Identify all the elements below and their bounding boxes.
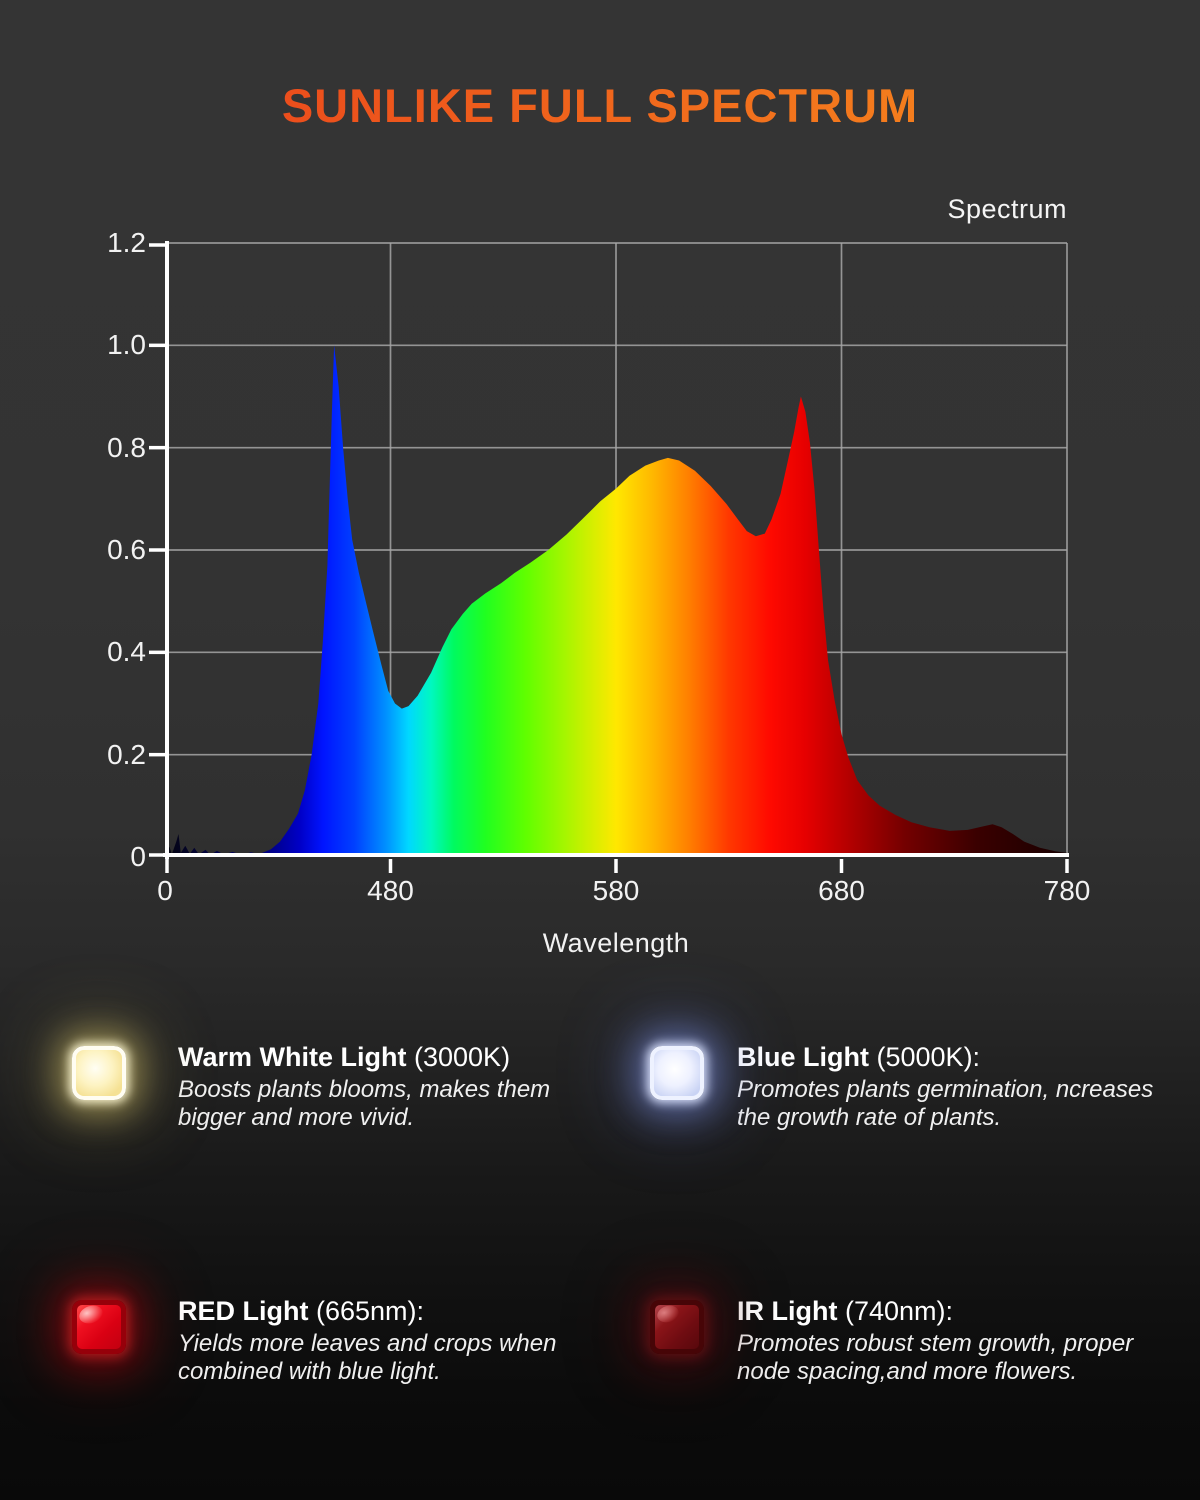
feature-name: Warm White Light [178, 1042, 407, 1072]
chart-legend-label: Spectrum [947, 194, 1067, 224]
page-title: SUNLIKE FULL SPECTRUM [0, 78, 1200, 133]
feature-spec: (5000K): [876, 1042, 981, 1072]
feature-warm-white-light: Warm White Light (3000K) Boosts plants b… [72, 1042, 563, 1133]
spectrum-chart [149, 241, 1069, 873]
feature-name: RED Light [178, 1296, 309, 1326]
feature-name: IR Light [737, 1296, 838, 1326]
x-tick-label: 0 [157, 875, 173, 906]
feature-spec: (3000K) [414, 1042, 511, 1072]
feature-description: Promotes plants germination, ncreases th… [737, 1076, 1154, 1132]
feature-description: Yields more leaves and crops when combin… [178, 1330, 557, 1386]
blue-led-icon [650, 1046, 704, 1100]
ir-led-icon [650, 1300, 704, 1354]
y-tick-label: 0 [130, 841, 146, 872]
feature-name: Blue Light [737, 1042, 869, 1072]
y-tick-label: 0.4 [107, 636, 146, 668]
feature-title: IR Light (740nm): [737, 1296, 1162, 1327]
feature-title: RED Light (665nm): [178, 1296, 563, 1327]
feature-title: Warm White Light (3000K) [178, 1042, 563, 1073]
y-tick-label: 0.6 [107, 534, 146, 565]
x-tick-label: 780 [1043, 875, 1091, 906]
y-tick-label: 0.2 [107, 738, 146, 770]
feature-description: Promotes robust stem growth, proper node… [737, 1330, 1134, 1386]
feature-spec: (665nm): [316, 1296, 425, 1326]
y-tick-label: 0.8 [107, 431, 146, 463]
feature-red-light: RED Light (665nm): Yields more leaves an… [72, 1296, 563, 1387]
x-tick-label: 680 [818, 875, 865, 906]
feature-ir-light: IR Light (740nm): Promotes robust stem g… [650, 1296, 1162, 1387]
x-axis-tick-labels: 0 480 580 680 780 [157, 875, 1090, 911]
feature-blue-light: Blue Light (5000K): Promotes plants germ… [650, 1042, 1162, 1133]
x-tick-label: 580 [592, 875, 640, 906]
x-tick-label: 480 [367, 875, 414, 906]
y-tick-label: 1.0 [107, 329, 146, 361]
y-axis-tick-labels: 0 0.2 0.4 0.6 0.8 1.0 1.2 [0, 227, 146, 872]
spectrum-area-plot [149, 241, 1069, 873]
feature-description: Boosts plants blooms, makes them bigger … [178, 1076, 551, 1132]
warm-white-led-icon [72, 1046, 126, 1100]
y-tick-label: 1.2 [107, 227, 146, 258]
feature-title: Blue Light (5000K): [737, 1042, 1162, 1073]
red-led-icon [72, 1300, 126, 1354]
x-axis-label: Wavelength [542, 928, 690, 958]
feature-spec: (740nm): [845, 1296, 954, 1326]
